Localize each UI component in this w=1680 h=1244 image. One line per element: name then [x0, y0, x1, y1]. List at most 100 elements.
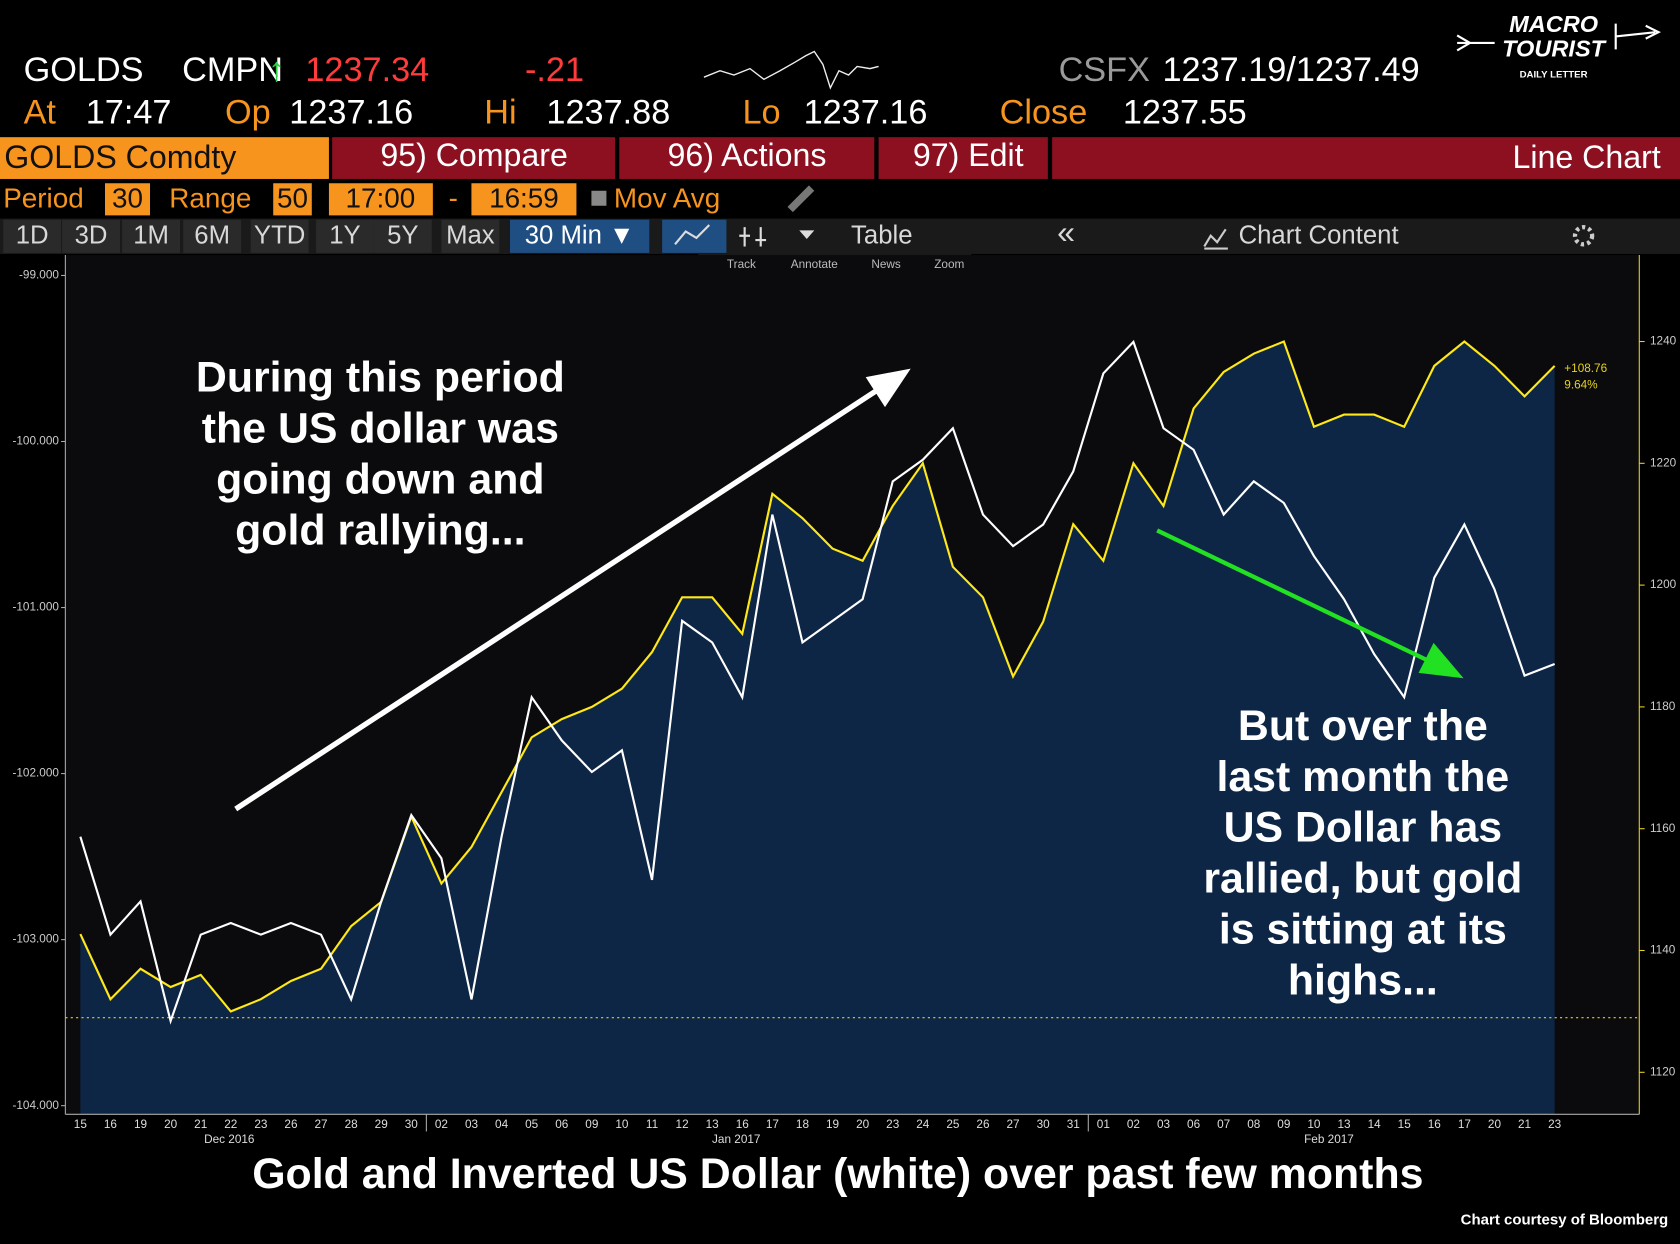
x-tick-label: 30	[1037, 1118, 1051, 1131]
x-tick-label: 02	[435, 1118, 448, 1131]
stat: 1237.16	[804, 94, 928, 132]
range-button[interactable]: 1D	[16, 222, 49, 250]
y2-tick-label: 1200	[1650, 578, 1677, 591]
stat: 1237.55	[1123, 94, 1247, 132]
x-tick-label: 12	[676, 1118, 689, 1131]
logo-text: TOURIST	[1502, 36, 1608, 62]
annotation: last month the	[1216, 753, 1509, 801]
compare-button[interactable]	[332, 137, 615, 179]
x-tick-label: 10	[615, 1118, 629, 1131]
range-button[interactable]: 3D	[75, 222, 108, 250]
range-button-bg[interactable]	[3, 219, 62, 253]
x-tick-label: 24	[916, 1118, 930, 1131]
stat: Op	[225, 94, 271, 132]
x-tick-label: 23	[1548, 1118, 1562, 1131]
annotation: gold rallying...	[235, 506, 525, 554]
y-tick-label: -100.000	[12, 435, 59, 448]
y-tick-label: -103.000	[12, 933, 59, 946]
net-change: -.21	[525, 51, 584, 89]
stat: Hi	[484, 94, 516, 132]
end-time[interactable]: 16:59	[489, 183, 559, 214]
tool[interactable]: Track	[727, 258, 756, 271]
chart-content[interactable]: Chart Content	[1239, 222, 1399, 250]
arrow-head	[865, 368, 911, 408]
range-button-bg[interactable]	[183, 219, 242, 253]
checkbox[interactable]	[591, 190, 607, 206]
end-box[interactable]	[471, 183, 577, 216]
range-button-bg[interactable]	[316, 219, 374, 253]
annotation: US Dollar has	[1224, 804, 1503, 852]
x-tick-label: 22	[224, 1118, 237, 1131]
pencil-icon[interactable]	[787, 185, 815, 213]
security-box[interactable]	[0, 137, 329, 179]
mov-avg[interactable]: Mov Avg	[614, 183, 720, 214]
period-box[interactable]	[105, 183, 150, 216]
range-button[interactable]: YTD	[254, 222, 305, 250]
x-tick-label: 07	[1217, 1118, 1230, 1131]
tool[interactable]: News	[871, 258, 901, 271]
x-tick-label: 16	[104, 1118, 118, 1131]
collapse-button[interactable]: «	[1057, 214, 1075, 250]
last-value-label: +108.76	[1564, 362, 1607, 375]
x-tick-label: 21	[194, 1118, 207, 1131]
table-button[interactable]: Table	[851, 222, 912, 250]
edit-button[interactable]	[878, 137, 1048, 179]
logo-text: MACRO	[1509, 11, 1598, 37]
range-button-bg[interactable]	[122, 219, 180, 253]
x-tick-label: 21	[1518, 1118, 1531, 1131]
y2-tick-label: 1120	[1650, 1065, 1676, 1078]
dropdown-icon[interactable]	[799, 230, 815, 239]
x-tick-label: 26	[976, 1118, 990, 1131]
compare[interactable]: 95) Compare	[380, 137, 567, 173]
tool[interactable]: Zoom	[934, 258, 964, 271]
range-button-bg[interactable]	[373, 219, 432, 253]
chart-content-icon	[1203, 228, 1228, 250]
start-time[interactable]: 17:00	[346, 183, 416, 214]
edit[interactable]: 97) Edit	[913, 137, 1024, 173]
bar-icon[interactable]	[739, 227, 767, 247]
tool[interactable]: Annotate	[791, 258, 839, 271]
range-button-bg[interactable]	[250, 219, 309, 253]
range-button[interactable]: 5Y	[387, 222, 418, 250]
range-button[interactable]: 1M	[133, 222, 169, 250]
annotation: But over the	[1238, 702, 1488, 750]
x-tick-label: 26	[284, 1118, 298, 1131]
annotation: highs...	[1288, 956, 1438, 1004]
x-tick-label: 18	[796, 1118, 810, 1131]
annotation: going down and	[216, 455, 544, 503]
range-button-bg[interactable]	[62, 219, 120, 253]
gear-icon[interactable]	[1572, 225, 1595, 247]
security[interactable]: GOLDS Comdty	[4, 139, 236, 175]
range-button[interactable]: 1Y	[329, 222, 360, 250]
x-tick-label: 15	[1398, 1118, 1412, 1131]
stat: At	[24, 94, 57, 132]
x-tick-label: 28	[345, 1118, 359, 1131]
y-tick-label: -101.000	[12, 601, 59, 614]
arrow-head	[1418, 642, 1464, 679]
interval[interactable]: 30 Min ▼	[525, 222, 635, 250]
y-tick-label: -104.000	[12, 1099, 59, 1112]
x-tick-label: 06	[555, 1118, 569, 1131]
actions[interactable]: 96) Actions	[668, 137, 827, 173]
y2-tick-label: 1160	[1650, 822, 1676, 835]
range-button-bg[interactable]	[441, 219, 500, 253]
x-tick-label: 20	[856, 1118, 870, 1131]
period-label: Feb 2017	[1304, 1133, 1354, 1146]
interval-button[interactable]	[510, 219, 650, 253]
x-tick-label: 04	[495, 1118, 509, 1131]
range-box[interactable]	[273, 183, 312, 216]
x-tick-label: 02	[1127, 1118, 1140, 1131]
x-tick-label: 27	[315, 1118, 328, 1131]
start-box[interactable]	[328, 183, 433, 216]
x-tick-label: 19	[134, 1118, 147, 1131]
ticker: GOLDS	[24, 51, 144, 89]
range-button[interactable]: 6M	[194, 222, 230, 250]
range[interactable]: 50	[277, 183, 308, 214]
caption: Gold and Inverted US Dollar (white) over…	[252, 1150, 1423, 1198]
actions-button[interactable]	[619, 137, 875, 179]
stat: Lo	[743, 94, 781, 132]
period[interactable]: 30	[112, 183, 143, 214]
x-tick-label: 05	[525, 1118, 539, 1131]
range-button[interactable]: Max	[446, 222, 495, 250]
